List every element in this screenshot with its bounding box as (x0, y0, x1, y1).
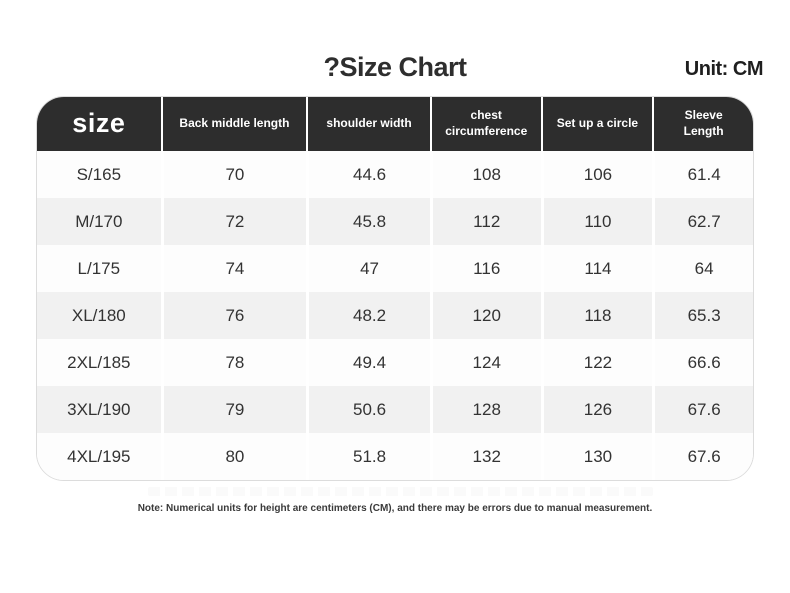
value-cell: 66.6 (652, 339, 753, 386)
column-header-1: Back middle length (160, 97, 307, 151)
value-cell: 80 (160, 433, 307, 480)
value-cell: 120 (429, 292, 541, 339)
column-header-size: size (72, 108, 126, 139)
value-cell: 47 (306, 245, 430, 292)
value-cell: 62.7 (652, 198, 753, 245)
value-cell: 45.8 (306, 198, 430, 245)
value-cell: 72 (160, 198, 307, 245)
value-cell: 48.2 (306, 292, 430, 339)
size-table: size Back middle length shoulder width ches… (36, 96, 754, 481)
value-cell: 70 (160, 151, 307, 198)
size-label-cell: 3XL/190 (67, 399, 131, 419)
table-body: S/165 70 44.6 108 106 61.4 M/170 72 45.8 112 110 62… (37, 151, 753, 480)
value-cell: 128 (429, 386, 541, 433)
value-cell: 51.8 (306, 433, 430, 480)
column-header-4: Set up a circle (540, 97, 653, 151)
value-cell: 114 (540, 245, 653, 292)
column-header-5: Sleeve Length (652, 97, 753, 151)
value-cell: 108 (429, 151, 541, 198)
table-row: XL/180 76 48.2 120 118 65.3 (37, 292, 753, 339)
value-cell: 44.6 (306, 151, 430, 198)
table-row: 2XL/185 78 49.4 124 122 66.6 (37, 339, 753, 386)
size-label-cell: S/165 (76, 164, 122, 184)
table-row: 4XL/195 80 51.8 132 130 67.6 (37, 433, 753, 480)
value-cell: 124 (429, 339, 541, 386)
value-cell: 110 (540, 198, 653, 245)
table-row: M/170 72 45.8 112 110 62.7 (37, 198, 753, 245)
value-cell: 65.3 (652, 292, 753, 339)
value-cell: 79 (160, 386, 307, 433)
size-label-cell: 4XL/195 (67, 446, 131, 466)
unit-label: Unit: CM (684, 58, 764, 80)
value-cell: 112 (429, 198, 541, 245)
size-label-cell: L/175 (77, 258, 121, 278)
value-cell: 67.6 (652, 433, 753, 480)
value-cell: 61.4 (652, 151, 753, 198)
table-row: L/175 74 47 116 114 64 (37, 245, 753, 292)
value-cell: 50.6 (306, 386, 430, 433)
value-cell: 78 (160, 339, 307, 386)
page-title: ?Size Chart (323, 52, 467, 82)
value-cell: 76 (160, 292, 307, 339)
table-row: S/165 70 44.6 108 106 61.4 (37, 151, 753, 198)
column-header-3: chest circumference (429, 97, 541, 151)
size-label-cell: XL/180 (71, 305, 126, 325)
value-cell: 67.6 (652, 386, 753, 433)
column-header-2: shoulder width (306, 97, 430, 151)
value-cell: 64 (652, 245, 753, 292)
size-label-cell: M/170 (75, 211, 123, 231)
value-cell: 49.4 (306, 339, 430, 386)
value-cell: 106 (540, 151, 653, 198)
value-cell: 74 (160, 245, 307, 292)
value-cell: 122 (540, 339, 653, 386)
size-label-cell: 2XL/185 (67, 352, 131, 372)
value-cell: 116 (429, 245, 541, 292)
measurement-note: Note: Numerical units for height are cen… (137, 503, 653, 514)
value-cell: 126 (540, 386, 653, 433)
table-row: 3XL/190 79 50.6 128 126 67.6 (37, 386, 753, 433)
title-bar: ?Size Chart Unit: CM (0, 52, 790, 88)
value-cell: 130 (540, 433, 653, 480)
faded-watermark-text (148, 487, 653, 496)
value-cell: 132 (429, 433, 541, 480)
value-cell: 118 (540, 292, 653, 339)
table-header-row: size Back middle length shoulder width ches… (37, 97, 753, 151)
